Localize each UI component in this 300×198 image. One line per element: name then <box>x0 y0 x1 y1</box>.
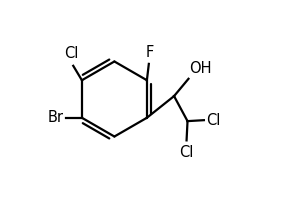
Text: Cl: Cl <box>64 46 79 61</box>
Text: Cl: Cl <box>206 113 220 128</box>
Text: Br: Br <box>48 110 64 125</box>
Text: Cl: Cl <box>179 145 194 160</box>
Text: OH: OH <box>190 61 212 76</box>
Text: F: F <box>146 45 154 60</box>
